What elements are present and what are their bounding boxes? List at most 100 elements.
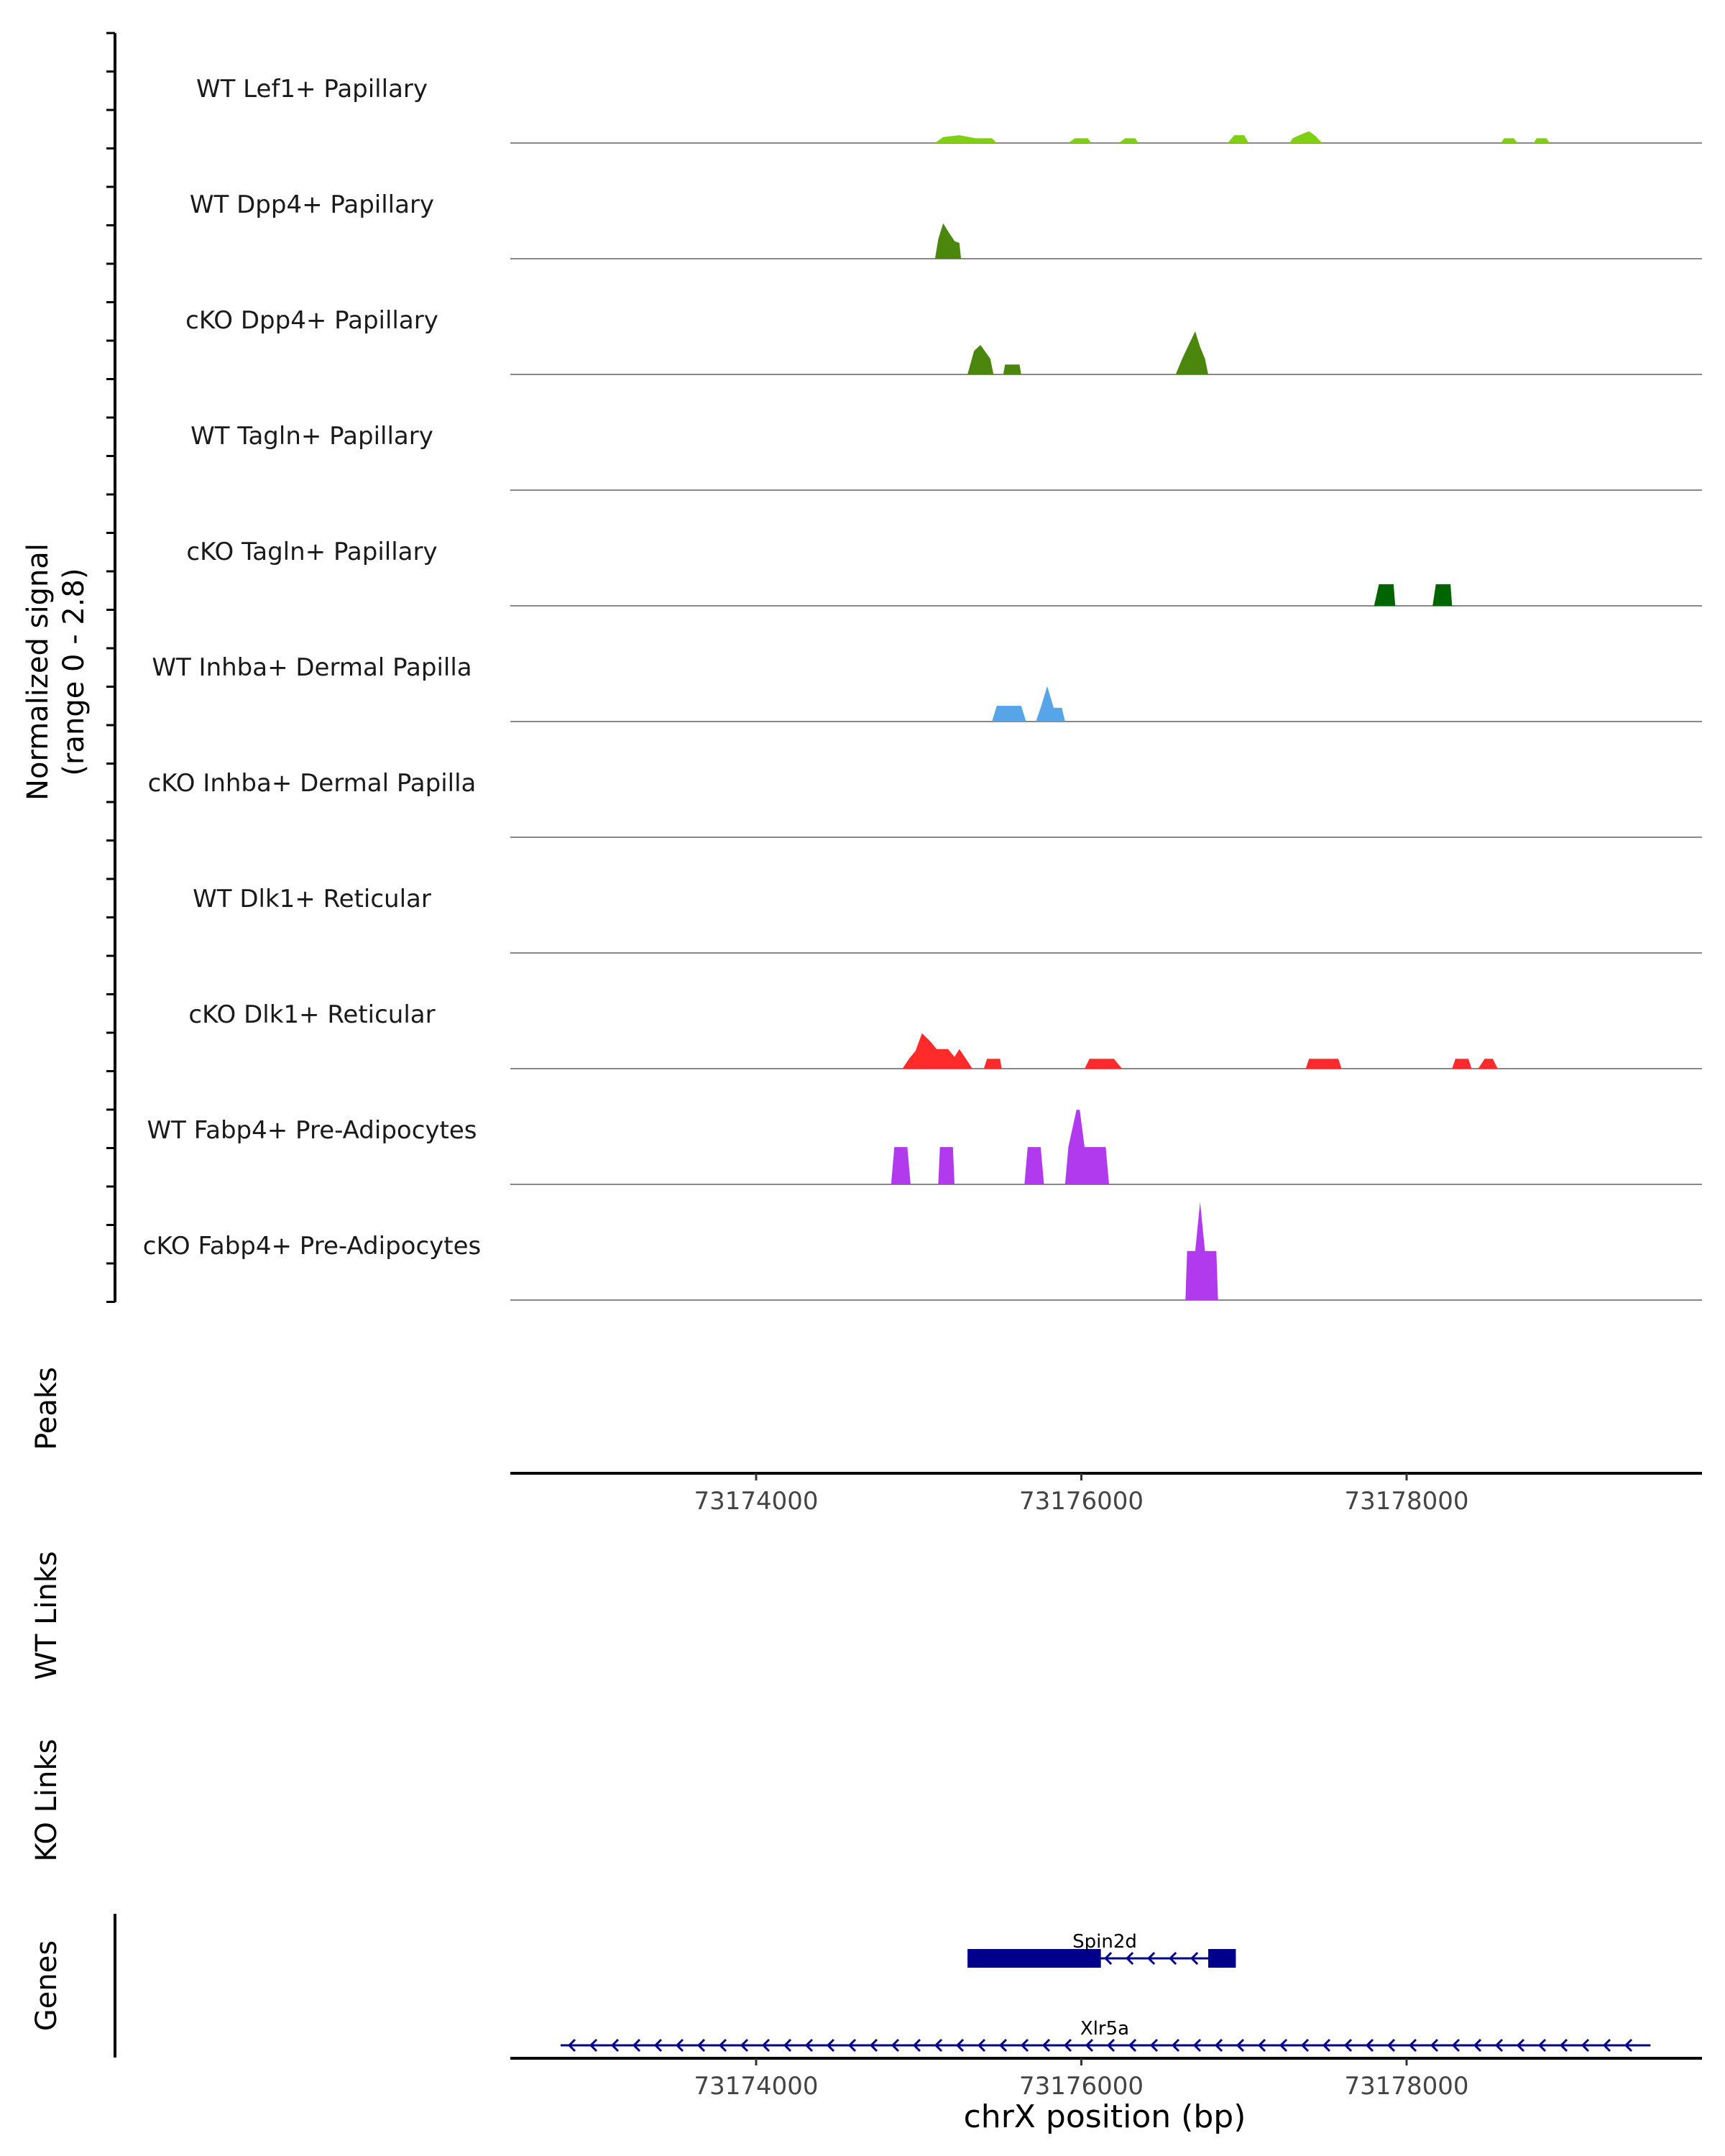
track-label: WT Dlk1+ Reticular <box>193 885 431 913</box>
strand-arrow <box>1147 1951 1156 1966</box>
strand-arrow <box>1085 2038 1094 2053</box>
gene-exon <box>1208 1949 1236 1968</box>
strand-arrow <box>653 2038 663 2053</box>
strand-arrow <box>1041 2038 1051 2053</box>
y-axis-title: Normalized signal (range 0 - 2.8) <box>22 543 91 801</box>
track-signal <box>1374 584 1453 606</box>
ko-links-label: KO Links <box>30 1739 63 1862</box>
strand-arrow <box>1020 2038 1029 2053</box>
strand-arrow <box>675 2038 684 2053</box>
strand-arrow <box>740 2038 749 2053</box>
strand-arrow <box>1494 2038 1504 2053</box>
x-tick-label: 73174000 <box>694 2072 818 2101</box>
track-label: WT Inhba+ Dermal Papilla <box>152 653 472 682</box>
track-signal <box>1185 1202 1218 1300</box>
gene-exon <box>967 1949 1101 1968</box>
strand-arrow <box>891 2038 900 2053</box>
track-signal <box>967 331 1208 374</box>
strand-arrow <box>955 2038 965 2053</box>
strand-arrow <box>1365 2038 1374 2053</box>
strand-arrow <box>1106 2038 1116 2053</box>
strand-arrow <box>718 2038 727 2053</box>
track: WT Inhba+ Dermal Papilla <box>152 653 1702 722</box>
gene: Spin2d <box>967 1931 1236 1968</box>
track: WT Tagln+ Papillary <box>190 422 1702 491</box>
track: cKO Inhba+ Dermal Papilla <box>148 769 1702 838</box>
strand-arrow <box>847 2038 857 2053</box>
x-tick-label: 73176000 <box>1019 1487 1144 1516</box>
strand-arrow <box>1559 2038 1568 2053</box>
wt-links-label: WT Links <box>30 1551 63 1680</box>
signal-tracks: WT Lef1+ Papillary WT Dpp4+ Papillary cKO … <box>143 75 1702 1301</box>
track: WT Dlk1+ Reticular <box>193 885 1702 954</box>
strand-arrow <box>1300 2038 1310 2053</box>
strand-arrow <box>934 2038 943 2053</box>
track: cKO Tagln+ Papillary <box>186 538 1702 607</box>
strand-arrow <box>1279 2038 1288 2053</box>
strand-arrow <box>783 2038 792 2053</box>
strand-arrow <box>1126 1951 1134 1966</box>
track-label: WT Dpp4+ Papillary <box>190 190 434 219</box>
signal-y-ticks <box>106 32 115 1303</box>
strand-arrow <box>1214 2038 1223 2053</box>
strand-arrow <box>1537 2038 1547 2053</box>
track-signal <box>902 1033 1498 1069</box>
track: WT Lef1+ Papillary <box>196 75 1702 144</box>
track-label: cKO Dpp4+ Papillary <box>185 306 438 335</box>
track: cKO Dlk1+ Reticular <box>188 1000 1702 1069</box>
track-label: cKO Fabp4+ Pre-Adipocytes <box>143 1232 482 1261</box>
track-signal <box>934 131 1550 143</box>
strand-arrow <box>869 2038 878 2053</box>
strand-arrow <box>696 2038 706 2053</box>
strand-arrow <box>998 2038 1008 2053</box>
strand-arrow <box>610 2038 620 2053</box>
strand-arrow <box>1408 2038 1417 2053</box>
track: WT Fabp4+ Pre-Adipocytes <box>147 1110 1702 1185</box>
track: cKO Fabp4+ Pre-Adipocytes <box>143 1202 1702 1301</box>
x-axis-label: chrX position (bp) <box>964 2099 1246 2135</box>
track-label: cKO Dlk1+ Reticular <box>188 1000 435 1029</box>
strand-arrow <box>1430 2038 1439 2053</box>
strand-arrow <box>804 2038 814 2053</box>
genes-label: Genes <box>30 1940 63 2031</box>
strand-arrow <box>1063 2038 1072 2053</box>
strand-arrow <box>1128 2038 1137 2053</box>
y-axis-sublabel: (range 0 - 2.8) <box>58 568 91 775</box>
strand-arrow <box>912 2038 921 2053</box>
strand-arrow <box>1104 1951 1113 1966</box>
strand-arrow <box>632 2038 641 2053</box>
x-tick-label: 73178000 <box>1344 2072 1468 2101</box>
strand-arrow <box>1190 1951 1199 1966</box>
track-label: WT Tagln+ Papillary <box>190 422 433 451</box>
strand-arrow <box>1581 2038 1590 2053</box>
track-label: cKO Inhba+ Dermal Papilla <box>148 769 477 798</box>
x-tick-label: 73178000 <box>1344 1487 1468 1516</box>
track: cKO Dpp4+ Papillary <box>185 306 1702 375</box>
track-label: cKO Tagln+ Papillary <box>186 538 437 566</box>
strand-arrow <box>1236 2038 1245 2053</box>
gene-name: Xlr5a <box>1080 2018 1129 2040</box>
strand-arrow <box>1516 2038 1525 2053</box>
x-axis-ticks-bottom: 73174000 73176000 73178000 <box>694 2058 1469 2101</box>
strand-arrow <box>1192 2038 1202 2053</box>
strand-arrow <box>1602 2038 1611 2053</box>
strand-arrow <box>1149 2038 1159 2053</box>
track-label: WT Fabp4+ Pre-Adipocytes <box>147 1116 477 1145</box>
y-axis-label: Normalized signal <box>22 543 55 801</box>
track-signal <box>934 223 962 259</box>
track: WT Dpp4+ Papillary <box>190 190 1702 259</box>
gene-annotations: Spin2d Xlr5a <box>561 1931 1651 2053</box>
strand-arrow <box>1171 2038 1180 2053</box>
x-tick-label: 73174000 <box>694 1487 818 1516</box>
strand-arrow <box>826 2038 835 2053</box>
track-signal <box>992 686 1065 722</box>
strand-arrow <box>1257 2038 1266 2053</box>
strand-arrow <box>1473 2038 1482 2053</box>
gene: Xlr5a <box>561 2018 1651 2053</box>
gene-name: Spin2d <box>1072 1931 1137 1953</box>
x-axis-ticks-top: 73174000 73176000 73178000 <box>694 1473 1469 1516</box>
track-label: WT Lef1+ Papillary <box>196 75 428 103</box>
strand-arrow <box>1386 2038 1396 2053</box>
peaks-label: Peaks <box>30 1367 63 1450</box>
